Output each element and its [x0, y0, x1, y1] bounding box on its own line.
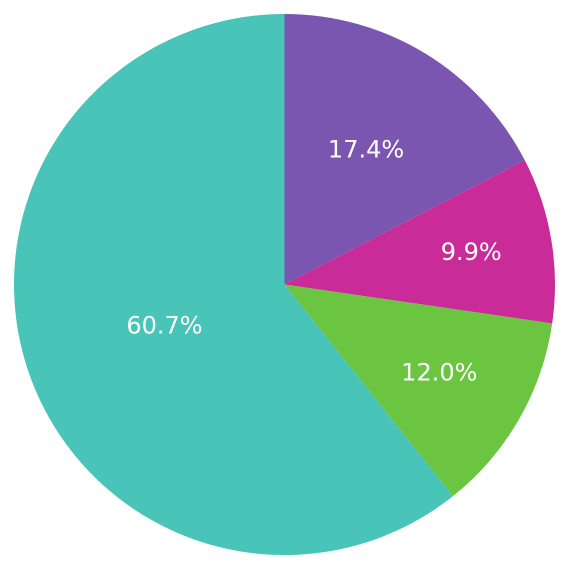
slice-label-4: 60.7%	[126, 311, 202, 339]
labels-layer: 17.4% 9.9% 12.0% 60.7%	[126, 135, 501, 386]
slice-label-1: 17.4%	[328, 135, 404, 163]
pie-slice-2	[284, 160, 555, 324]
slices-layer	[14, 14, 555, 555]
pie-slice-4	[14, 14, 453, 555]
slice-label-2: 9.9%	[441, 238, 502, 266]
pie-slice-3	[284, 284, 553, 497]
pie-slice-1	[284, 14, 525, 285]
slice-label-3: 12.0%	[401, 358, 477, 386]
